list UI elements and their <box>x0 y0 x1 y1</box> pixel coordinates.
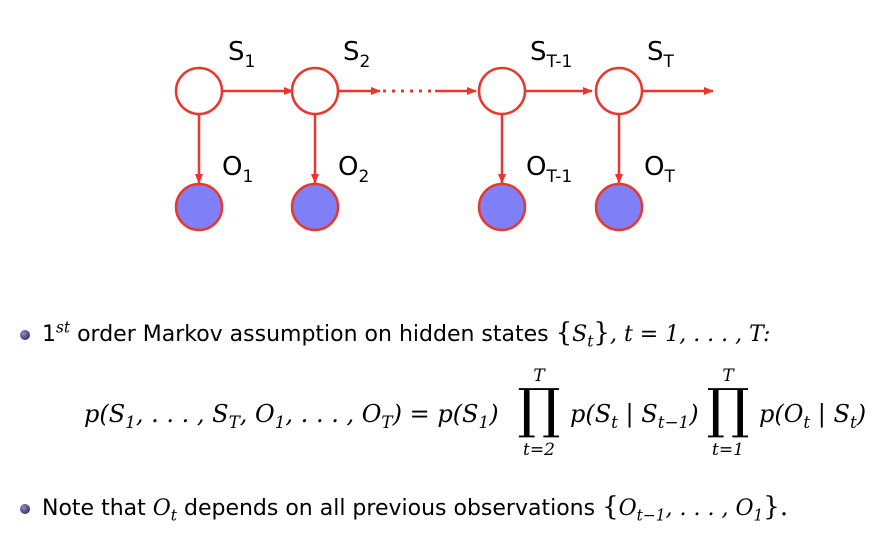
observed-node-oT <box>594 182 644 232</box>
assumption-text: order Markov assumption on hidden states <box>70 322 556 347</box>
state-label-s2: S2 <box>343 37 370 72</box>
emission-term: p(Ot | St) <box>759 400 867 432</box>
hidden-node-sT <box>594 66 644 116</box>
set-var: S <box>572 322 588 347</box>
bullet-marker-1 <box>20 330 30 340</box>
product-operator-1: T ∏ t=2 <box>517 366 561 460</box>
observed-node-oT1 <box>477 182 527 232</box>
equation-lhs: p(S1, . . . , ST, O1, . . . , OT) = p(S1… <box>84 400 499 432</box>
order-superscript: st <box>56 318 71 337</box>
set-open: { <box>555 318 573 348</box>
set-sub: t <box>587 332 594 351</box>
order-number: 1 <box>42 322 56 347</box>
product-operator-2: T ∏ t=1 <box>706 366 750 460</box>
state-label-sT: ST <box>647 37 675 72</box>
hmm-diagram: S1 S2 ST-1 ST O1 O2 OT-1 OT <box>174 37 714 232</box>
obs-label-oT1: OT-1 <box>526 152 572 187</box>
hidden-node-s1 <box>174 66 224 116</box>
obs-label-oT: OT <box>644 152 675 187</box>
hidden-node-sT1 <box>477 66 527 116</box>
obs-label-o2: O2 <box>338 152 369 187</box>
state-label-s1: S1 <box>228 37 255 72</box>
hidden-node-s2 <box>290 66 340 116</box>
markov-assumption-text: 1st order Markov assumption on hidden st… <box>42 318 771 351</box>
obs-label-o1: O1 <box>222 152 253 187</box>
transition-term: p(St | St−1) <box>570 400 699 432</box>
state-label-sT1: ST-1 <box>530 37 572 72</box>
observed-node-o1 <box>174 182 224 232</box>
observed-node-o2 <box>290 182 340 232</box>
set-close: } <box>593 318 610 348</box>
obs-var: O <box>152 496 171 521</box>
dependence-note-text: Note that Ot depends on all previous obs… <box>42 492 789 525</box>
index-range: , t = 1, . . . , T: <box>609 322 771 347</box>
bullet-marker-2 <box>20 504 30 514</box>
